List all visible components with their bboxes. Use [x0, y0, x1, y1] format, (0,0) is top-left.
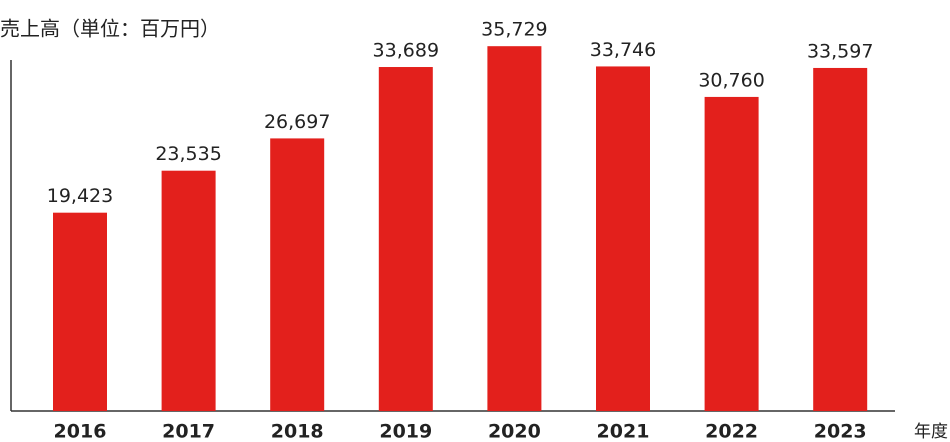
bar: [704, 96, 759, 412]
value-label: 33,746: [590, 39, 656, 61]
value-label: 19,423: [47, 185, 113, 207]
x-tick-label: 2021: [597, 421, 650, 442]
bar: [161, 170, 216, 411]
bar: [813, 67, 868, 412]
bar: [378, 67, 433, 411]
x-tick-label: 2016: [54, 421, 107, 442]
x-tick-label: 2020: [488, 421, 541, 442]
value-label: 33,597: [807, 40, 873, 62]
x-tick-label: 2022: [705, 421, 758, 442]
value-label: 35,729: [481, 19, 547, 41]
x-tick-label: 2017: [162, 421, 215, 442]
value-label: 33,689: [373, 40, 439, 62]
value-label: 23,535: [155, 143, 221, 165]
x-tick-label: 2018: [271, 421, 324, 442]
value-label: 26,697: [264, 111, 330, 133]
bar: [487, 46, 542, 411]
chart-title: 売上高（単位：百万円）: [0, 17, 220, 41]
x-axis-label: 年度: [914, 422, 948, 442]
x-tick-label: 2019: [379, 421, 432, 442]
bar: [270, 138, 325, 411]
bar: [53, 212, 107, 411]
x-tick-label: 2023: [814, 421, 867, 442]
value-label: 30,760: [698, 69, 764, 91]
bar: [596, 66, 650, 411]
